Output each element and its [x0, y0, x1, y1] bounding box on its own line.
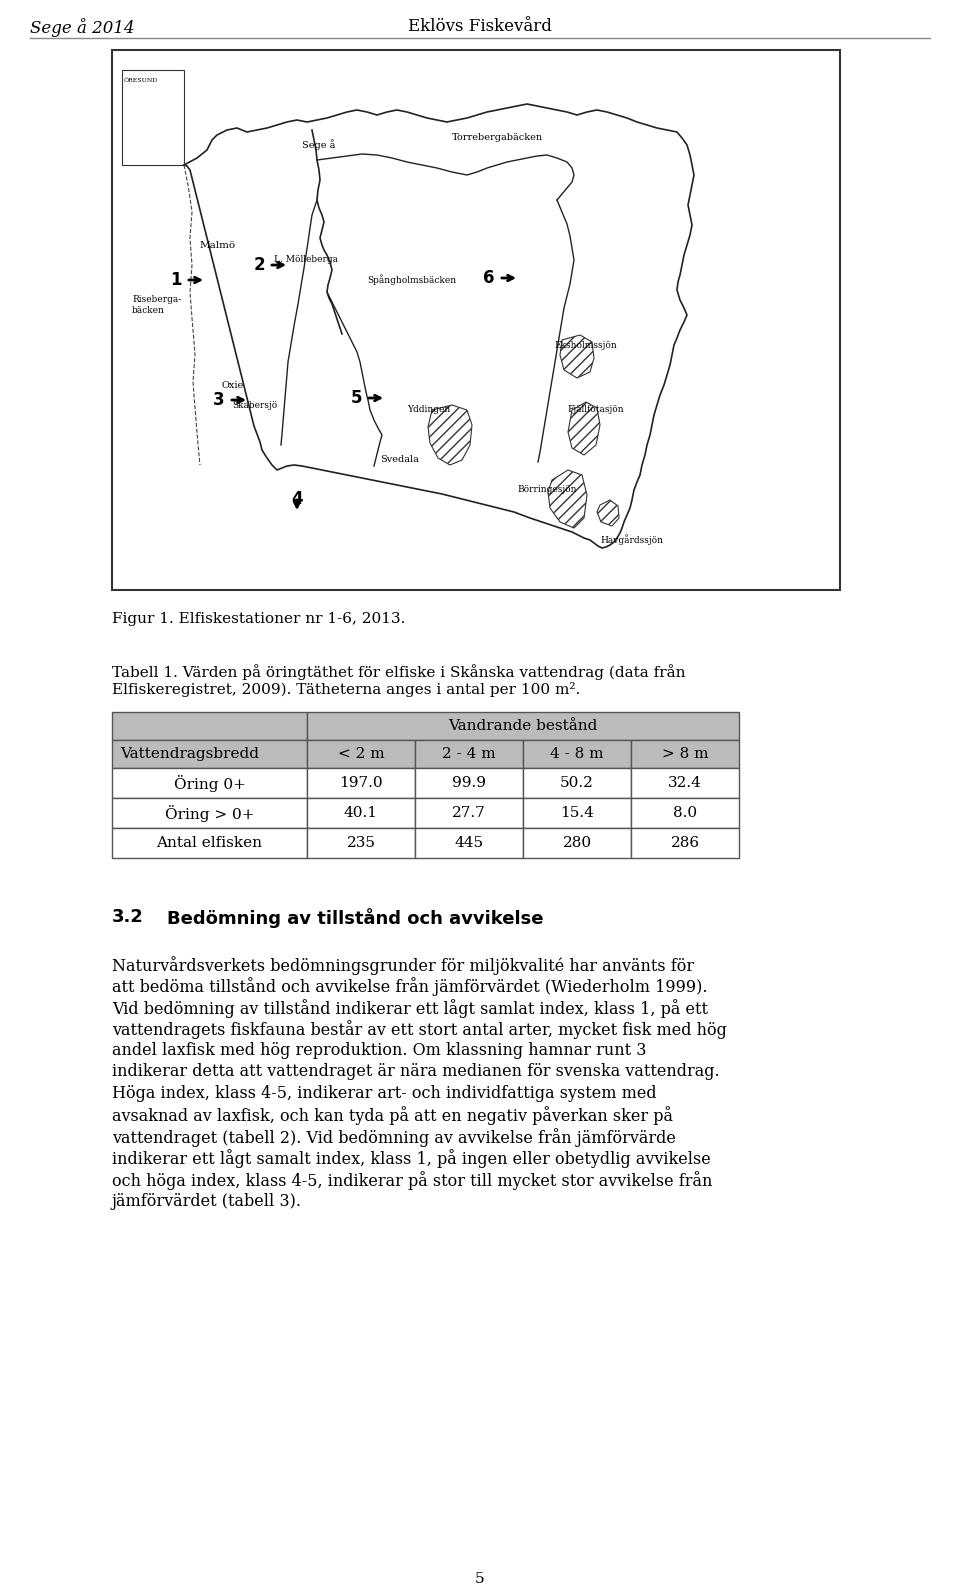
- Bar: [307, 828, 415, 858]
- Text: 99.9: 99.9: [452, 775, 486, 790]
- Text: Vandrande bestånd: Vandrande bestånd: [448, 718, 598, 733]
- Text: 445: 445: [454, 836, 484, 850]
- Text: Svedala: Svedala: [380, 456, 419, 464]
- Text: Eksholmssjön: Eksholmssjön: [554, 340, 616, 350]
- Polygon shape: [184, 103, 694, 548]
- Bar: [631, 828, 739, 858]
- Text: 40.1: 40.1: [344, 806, 378, 820]
- Bar: [523, 767, 631, 798]
- Text: Vattendragsbredd: Vattendragsbredd: [120, 747, 259, 761]
- Text: 32.4: 32.4: [668, 775, 702, 790]
- Text: 2 - 4 m: 2 - 4 m: [443, 747, 495, 761]
- Text: 50.2: 50.2: [560, 775, 594, 790]
- Text: 6: 6: [484, 269, 495, 288]
- Text: Havgårdssjön: Havgårdssjön: [600, 534, 663, 545]
- Text: Sege å 2014: Sege å 2014: [30, 17, 134, 37]
- Text: 197.0: 197.0: [339, 775, 383, 790]
- Text: Öring > 0+: Öring > 0+: [165, 804, 254, 822]
- Bar: [415, 798, 523, 828]
- Bar: [112, 712, 307, 740]
- Text: vattendragets fiskfauna består av ett stort antal arter, mycket fisk med hög: vattendragets fiskfauna består av ett st…: [112, 1020, 727, 1039]
- Bar: [415, 767, 523, 798]
- Bar: [112, 798, 307, 828]
- Text: 27.7: 27.7: [452, 806, 486, 820]
- Bar: [631, 798, 739, 828]
- Text: Malmö: Malmö: [200, 240, 236, 249]
- Text: 3: 3: [213, 391, 225, 408]
- Bar: [122, 70, 184, 165]
- Text: Fjällfotasjön: Fjällfotasjön: [567, 405, 624, 415]
- Text: Oxie: Oxie: [222, 380, 244, 389]
- Text: Yddingen: Yddingen: [407, 405, 450, 415]
- Text: Elfiskeregistret, 2009). Tätheterna anges i antal per 100 m².: Elfiskeregistret, 2009). Tätheterna ange…: [112, 682, 580, 698]
- Text: > 8 m: > 8 m: [661, 747, 708, 761]
- Text: Torrebergabäcken: Torrebergabäcken: [452, 133, 543, 143]
- Bar: [523, 828, 631, 858]
- Text: indikerar ett lågt samalt index, klass 1, på ingen eller obetydlig avvikelse: indikerar ett lågt samalt index, klass 1…: [112, 1149, 710, 1168]
- Text: ÖRESUND: ÖRESUND: [124, 78, 158, 83]
- Text: Vid bedömning av tillstånd indikerar ett lågt samlat index, klass 1, på ett: Vid bedömning av tillstånd indikerar ett…: [112, 999, 708, 1019]
- Text: 4 - 8 m: 4 - 8 m: [550, 747, 604, 761]
- Text: 15.4: 15.4: [560, 806, 594, 820]
- Text: och höga index, klass 4-5, indikerar på stor till mycket stor avvikelse från: och höga index, klass 4-5, indikerar på …: [112, 1171, 712, 1190]
- Text: indikerar detta att vattendraget är nära medianen för svenska vattendrag.: indikerar detta att vattendraget är nära…: [112, 1063, 720, 1081]
- Text: 1: 1: [171, 272, 182, 289]
- Text: Antal elfisken: Antal elfisken: [156, 836, 262, 850]
- Text: att bedöma tillstånd och avvikelse från jämförvärdet (Wiederholm 1999).: att bedöma tillstånd och avvikelse från …: [112, 977, 708, 996]
- Bar: [307, 712, 739, 740]
- Text: Höga index, klass 4-5, indikerar art- och individfattiga system med: Höga index, klass 4-5, indikerar art- oc…: [112, 1085, 657, 1103]
- Text: Bedömning av tillstånd och avvikelse: Bedömning av tillstånd och avvikelse: [167, 907, 543, 928]
- Bar: [112, 49, 840, 590]
- Bar: [307, 798, 415, 828]
- Text: jämförvärdet (tabell 3).: jämförvärdet (tabell 3).: [112, 1192, 302, 1209]
- Bar: [415, 828, 523, 858]
- Text: 4: 4: [291, 489, 302, 508]
- Bar: [307, 740, 415, 767]
- Text: vattendraget (tabell 2). Vid bedömning av avvikelse från jämförvärde: vattendraget (tabell 2). Vid bedömning a…: [112, 1128, 676, 1147]
- Bar: [112, 767, 307, 798]
- Text: < 2 m: < 2 m: [338, 747, 384, 761]
- Bar: [415, 740, 523, 767]
- Bar: [112, 828, 307, 858]
- Text: 286: 286: [670, 836, 700, 850]
- Text: Eklövs Fiskevård: Eklövs Fiskevård: [408, 17, 552, 35]
- Text: 5: 5: [350, 389, 362, 407]
- Text: Tabell 1. Värden på öringtäthet för elfiske i Skånska vattendrag (data från: Tabell 1. Värden på öringtäthet för elfi…: [112, 664, 685, 680]
- Text: avsaknad av laxfisk, och kan tyda på att en negativ påverkan sker på: avsaknad av laxfisk, och kan tyda på att…: [112, 1106, 673, 1125]
- Text: 8.0: 8.0: [673, 806, 697, 820]
- Text: Öring 0+: Öring 0+: [174, 774, 246, 791]
- Text: Figur 1. Elfiskestationer nr 1-6, 2013.: Figur 1. Elfiskestationer nr 1-6, 2013.: [112, 612, 405, 626]
- Text: 3.2: 3.2: [112, 907, 144, 926]
- Text: 280: 280: [563, 836, 591, 850]
- Text: andel laxfisk med hög reproduktion. Om klassning hamnar runt 3: andel laxfisk med hög reproduktion. Om k…: [112, 1042, 646, 1058]
- Bar: [631, 767, 739, 798]
- Bar: [523, 740, 631, 767]
- Bar: [631, 740, 739, 767]
- Text: Börringesjön: Börringesjön: [517, 486, 577, 494]
- Text: Sege å: Sege å: [302, 140, 335, 151]
- Text: Riseberga-
bäcken: Riseberga- bäcken: [132, 296, 181, 315]
- Text: Naturvårdsverkets bedömningsgrunder för miljökvalité har använts för: Naturvårdsverkets bedömningsgrunder för …: [112, 957, 694, 976]
- Bar: [307, 767, 415, 798]
- Bar: [112, 740, 307, 767]
- Text: L. Mölleberga: L. Mölleberga: [274, 256, 338, 264]
- Text: 2: 2: [253, 256, 265, 273]
- Text: 5: 5: [475, 1572, 485, 1586]
- Bar: [523, 798, 631, 828]
- Text: Skabersjö: Skabersjö: [232, 400, 277, 410]
- Text: 235: 235: [347, 836, 375, 850]
- Text: Spångholmsbäcken: Spångholmsbäcken: [367, 275, 456, 286]
